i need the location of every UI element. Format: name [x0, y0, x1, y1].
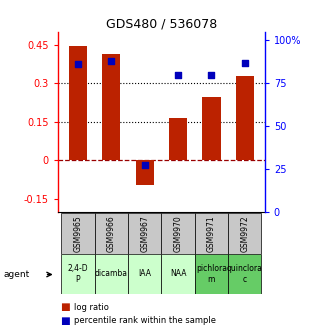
- Bar: [169, 118, 187, 160]
- Text: GSM9965: GSM9965: [73, 215, 82, 252]
- Point: [209, 72, 214, 77]
- Bar: [228, 254, 261, 294]
- Bar: [195, 254, 228, 294]
- Text: NAA: NAA: [170, 269, 186, 278]
- Title: GDS480 / 536078: GDS480 / 536078: [106, 18, 217, 31]
- Text: agent: agent: [3, 270, 29, 279]
- Bar: [61, 254, 95, 294]
- Point: [175, 72, 181, 77]
- Bar: [128, 213, 162, 254]
- Text: GSM9966: GSM9966: [107, 215, 116, 252]
- Text: GSM9972: GSM9972: [240, 215, 249, 252]
- Point: [242, 60, 248, 66]
- Point: [75, 62, 80, 67]
- Bar: [195, 213, 228, 254]
- Text: ■: ■: [60, 302, 69, 312]
- Bar: [69, 46, 87, 160]
- Bar: [135, 160, 154, 185]
- Point: [109, 58, 114, 64]
- Bar: [128, 254, 162, 294]
- Text: GSM9967: GSM9967: [140, 215, 149, 252]
- Bar: [202, 97, 220, 160]
- Bar: [95, 213, 128, 254]
- Point: [142, 163, 147, 168]
- Text: ■: ■: [60, 316, 69, 326]
- Bar: [61, 213, 95, 254]
- Bar: [95, 254, 128, 294]
- Text: dicamba: dicamba: [95, 269, 128, 278]
- Bar: [162, 213, 195, 254]
- Text: percentile rank within the sample: percentile rank within the sample: [74, 317, 216, 325]
- Text: log ratio: log ratio: [74, 303, 109, 312]
- Text: quinclora
c: quinclora c: [227, 264, 263, 284]
- Bar: [228, 213, 261, 254]
- Text: 2,4-D
P: 2,4-D P: [68, 264, 88, 284]
- Bar: [236, 76, 254, 160]
- Text: GSM9970: GSM9970: [173, 215, 182, 252]
- Text: IAA: IAA: [138, 269, 151, 278]
- Text: GSM9971: GSM9971: [207, 215, 216, 252]
- Bar: [162, 254, 195, 294]
- Bar: [102, 54, 120, 160]
- Text: pichlora
m: pichlora m: [196, 264, 227, 284]
